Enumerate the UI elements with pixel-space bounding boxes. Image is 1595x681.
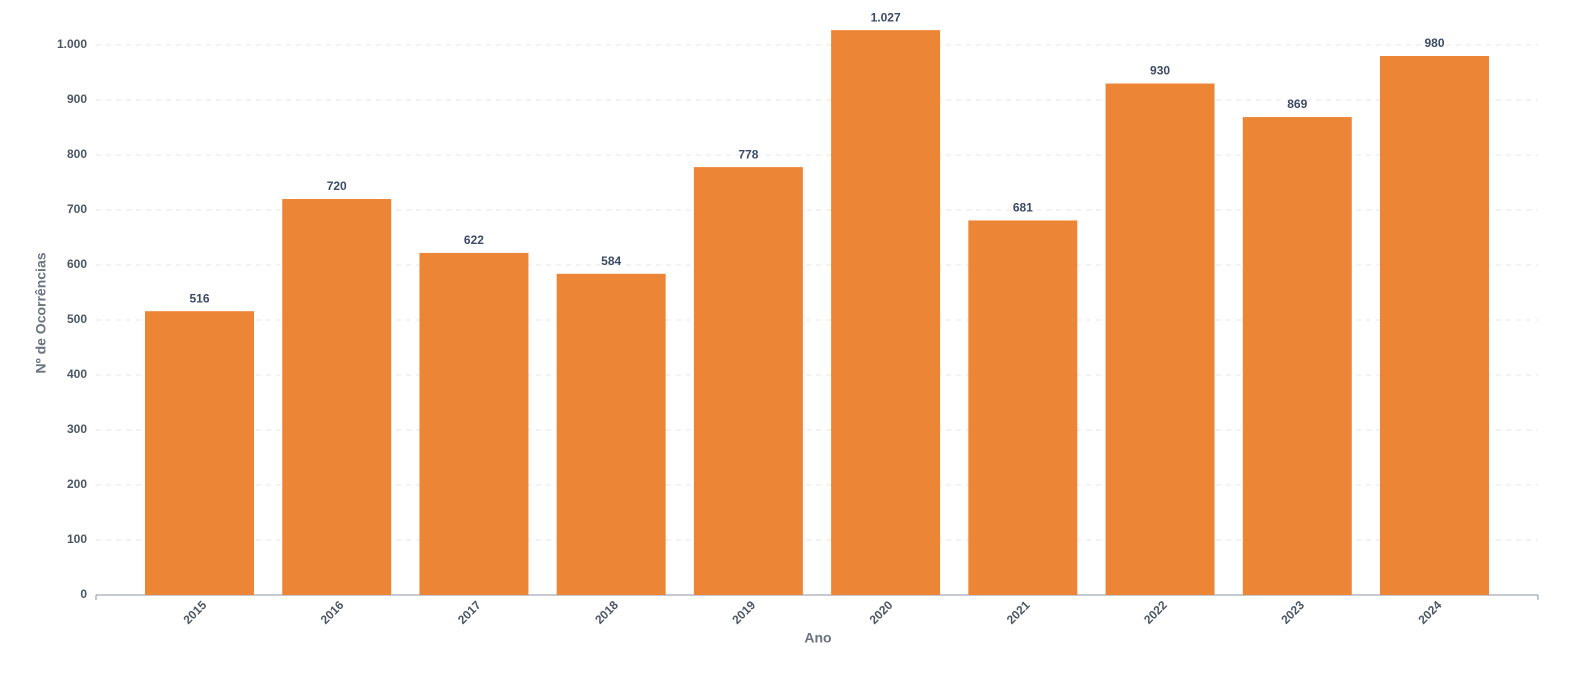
x-tick-label: 2017: [455, 598, 484, 627]
bar: [419, 252, 529, 595]
x-tick-label: 2016: [318, 598, 347, 627]
y-tick-label: 1.000: [57, 37, 87, 51]
y-axis-title: Nº de Ocorrências: [33, 252, 49, 373]
bar: [831, 30, 941, 595]
y-tick-label: 200: [67, 477, 87, 491]
bar: [1380, 56, 1489, 595]
y-tick-label: 900: [67, 92, 87, 106]
x-tick-label: 2019: [729, 598, 758, 627]
value-label: 1.027: [871, 10, 901, 24]
bar: [282, 199, 392, 595]
bar: [1242, 117, 1352, 596]
value-label: 930: [1150, 64, 1170, 78]
y-tick-label: 100: [67, 532, 87, 546]
y-tick-label: 700: [67, 202, 87, 216]
bar: [693, 167, 803, 595]
x-tick-label: 2015: [181, 598, 210, 627]
y-tick-label: 800: [67, 147, 87, 161]
y-tick-label: 500: [67, 312, 87, 326]
x-tick-label: 2023: [1278, 598, 1307, 627]
value-label: 681: [1013, 201, 1033, 215]
value-label: 516: [189, 291, 209, 305]
value-label: 720: [327, 179, 347, 193]
bar: [556, 273, 666, 595]
bar: [145, 311, 254, 595]
y-tick-label: 300: [67, 422, 87, 436]
value-label: 584: [601, 254, 621, 268]
value-label: 622: [464, 233, 484, 247]
y-tick-label: 400: [67, 367, 87, 381]
x-tick-label: 2022: [1141, 598, 1170, 627]
y-tick-label: 600: [67, 257, 87, 271]
x-axis-title: Ano: [804, 630, 831, 646]
y-tick-label: 0: [80, 587, 87, 601]
x-tick-label: 2020: [867, 598, 896, 627]
bar: [968, 220, 1078, 595]
x-tick-label: 2024: [1416, 598, 1445, 627]
x-tick-label: 2021: [1004, 598, 1033, 627]
value-label: 869: [1287, 97, 1307, 111]
value-label: 980: [1424, 36, 1444, 50]
bar: [1105, 83, 1215, 595]
x-tick-label: 2018: [592, 598, 621, 627]
value-label: 778: [738, 147, 758, 161]
